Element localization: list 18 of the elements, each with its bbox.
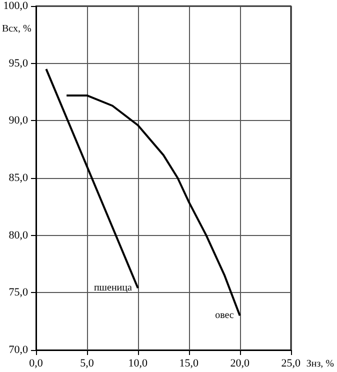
y-tick-label: 90,0 — [8, 114, 28, 127]
y-tick-label: 80,0 — [8, 229, 28, 242]
series-label: пшеница — [94, 282, 132, 294]
series-label: овес — [215, 310, 234, 322]
y-tick-label: 70,0 — [8, 344, 28, 356]
x-tick-label: 15,0 — [179, 358, 200, 370]
y-tick-label: 95,0 — [8, 57, 28, 70]
y-axis-title: Всх, % — [2, 24, 32, 34]
x-tick-label: 0,0 — [29, 358, 44, 370]
x-axis-title: Знз, % — [306, 358, 334, 370]
x-tick-label: 5,0 — [80, 358, 94, 370]
x-tick-label: 25,0 — [281, 358, 301, 370]
y-tick-label: 75,0 — [8, 286, 28, 299]
y-tick-label: 100,0 — [3, 0, 28, 12]
x-tick-label: 20,0 — [230, 358, 250, 370]
x-tick-label: 10,0 — [128, 358, 148, 370]
y-tick-label: 85,0 — [8, 172, 28, 184]
line-series — [66, 94, 241, 317]
